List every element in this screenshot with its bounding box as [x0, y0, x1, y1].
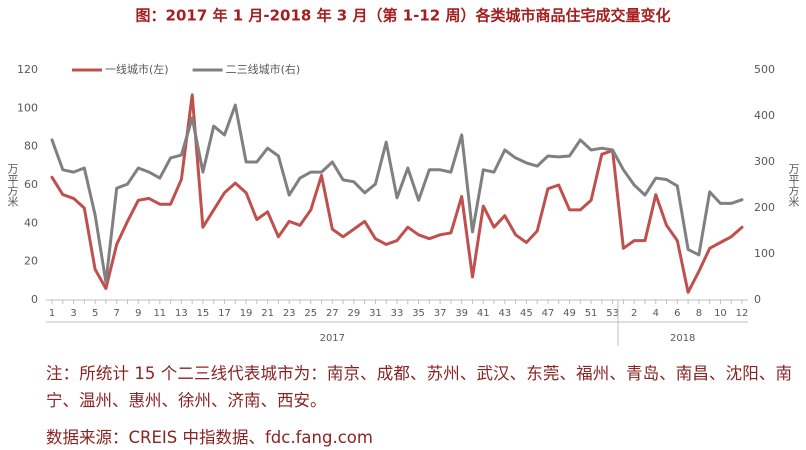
x-tick-label: 43 [498, 308, 511, 319]
x-tick-label: 49 [563, 308, 576, 319]
x-tick-label: 7 [114, 308, 120, 319]
x-tick-label: 15 [197, 308, 210, 319]
y-tick-label: 40 [24, 216, 38, 229]
y2-tick-label: 300 [754, 155, 775, 168]
group-label: 2018 [670, 333, 695, 344]
x-tick-label: 10 [714, 308, 727, 319]
x-tick-label: 3 [70, 308, 76, 319]
x-tick-label: 2 [631, 308, 637, 319]
y-tick-label: 60 [24, 178, 38, 191]
y2-tick-label: 100 [754, 247, 775, 260]
x-tick-label: 45 [520, 308, 533, 319]
note: 注：所统计 15 个二三线代表城市为：南京、成都、苏州、武汉、东莞、福州、青岛、… [46, 364, 792, 410]
x-tick-label: 6 [674, 308, 680, 319]
y2-tick-label: 200 [754, 201, 775, 214]
x-tick-label: 41 [477, 308, 490, 319]
y-tick-label: 20 [24, 255, 38, 268]
series-line [50, 93, 744, 294]
x-tick-label: 1 [49, 308, 55, 319]
x-tick-label: 13 [175, 308, 188, 319]
legend-label: 一线城市(左) [105, 62, 169, 76]
x-tick-label: 8 [696, 308, 702, 319]
x-tick-label: 39 [455, 308, 468, 319]
source: 数据来源：CREIS 中指数据、fdc.fang.com [46, 428, 373, 447]
y-tick-label: 100 [17, 101, 38, 114]
chart-title: 图：2017 年 1 月-2018 年 3 月（第 1-12 周）各类城市商品住… [136, 7, 671, 25]
series-line [50, 103, 744, 284]
x-tick-label: 17 [218, 308, 231, 319]
x-tick-label: 29 [348, 308, 361, 319]
x-tick-label: 35 [412, 308, 425, 319]
chart: 图：2017 年 1 月-2018 年 3 月（第 1-12 周）各类城市商品住… [6, 7, 800, 346]
x-tick-label: 23 [283, 308, 296, 319]
x-tick-label: 9 [135, 308, 141, 319]
x-tick-label: 5 [92, 308, 98, 319]
x-tick-label: 51 [585, 308, 598, 319]
x-tick-label: 4 [653, 308, 659, 319]
y2-tick-label: 400 [754, 109, 775, 122]
x-tick-label: 31 [369, 308, 382, 319]
x-tick-label: 47 [542, 308, 555, 319]
y-tick-label: 0 [31, 293, 38, 306]
x-tick-label: 25 [304, 308, 317, 319]
y2-tick-label: 0 [754, 293, 761, 306]
x-tick-label: 12 [736, 308, 749, 319]
x-tick-label: 27 [326, 308, 339, 319]
x-tick-label: 19 [240, 308, 253, 319]
x-tick-label: 37 [434, 308, 447, 319]
x-tick-label: 33 [391, 308, 404, 319]
y2-tick-label: 500 [754, 63, 775, 76]
x-tick-label: 11 [153, 308, 166, 319]
group-label: 2017 [320, 333, 345, 344]
x-tick-label: 21 [261, 308, 274, 319]
legend-label: 二三线城市(右) [226, 62, 301, 76]
y-axis-title: 万平方米 [6, 163, 19, 208]
x-tick-label: 53 [606, 308, 619, 319]
y2-axis-title: 万平方米 [787, 163, 800, 208]
y-tick-label: 120 [17, 63, 38, 76]
y-tick-label: 80 [24, 140, 38, 153]
